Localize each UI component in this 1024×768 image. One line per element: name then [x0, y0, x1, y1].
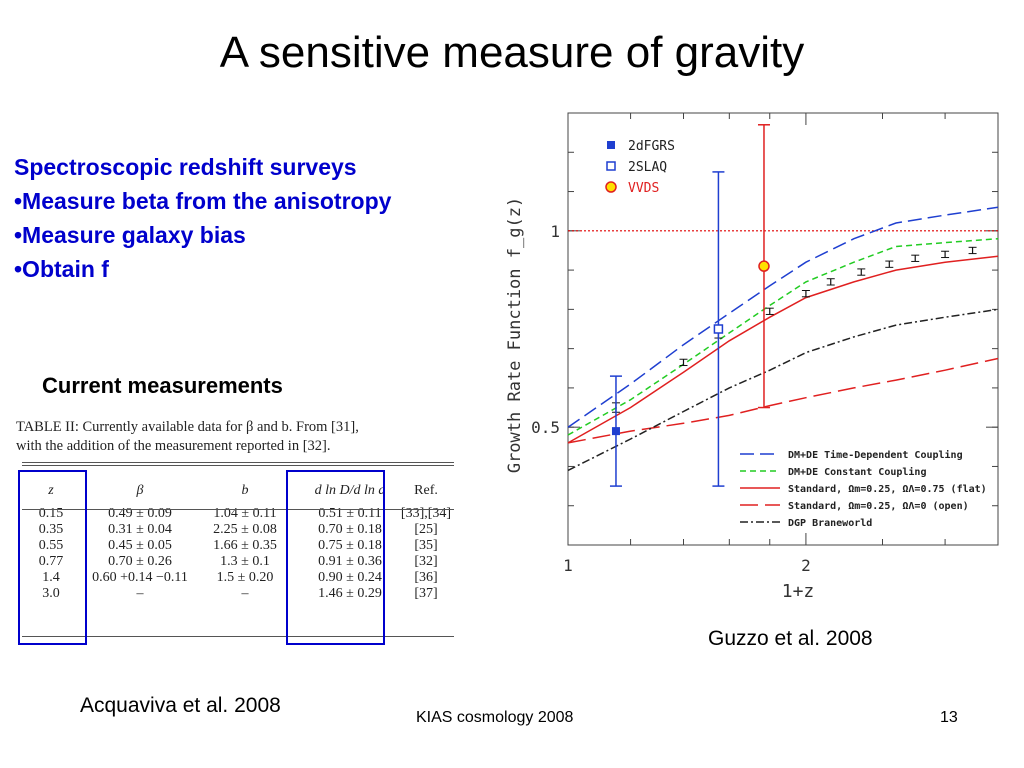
- table-cell: 0.45 ± 0.05: [108, 538, 172, 553]
- series-line: [567, 308, 999, 472]
- x-tick-label: 1: [563, 556, 573, 575]
- y-tick-label: 1: [550, 222, 560, 241]
- table-caption-line: TABLE II: Currently available data for β…: [16, 419, 359, 435]
- table-cell: –: [136, 586, 144, 601]
- plot-frame: [567, 112, 999, 546]
- series-line: [567, 255, 999, 444]
- table-cell: [25]: [414, 522, 438, 537]
- bullet-list: Spectroscopic redshift surveys •Measure …: [14, 150, 391, 286]
- legend-label: DGP Braneworld: [788, 518, 872, 529]
- legend-label: VVDS: [628, 181, 659, 196]
- table-row: 1.4 0.60 +0.14 −0.11 1.5 ± 0.20 0.90 ± 0.24…: [12, 570, 452, 586]
- table-cell: 2.25 ± 0.08: [213, 522, 277, 537]
- data-table-figure: TABLE II: Currently available data for β…: [12, 418, 454, 637]
- legend-label: DM+DE Time-Dependent Coupling: [788, 449, 963, 461]
- table-header-row: z β b d ln D/d ln a Ref.: [12, 476, 452, 506]
- legend-marker: [606, 161, 616, 171]
- current-measurements-heading: Current measurements: [42, 373, 283, 398]
- table-rule: [22, 465, 454, 466]
- table-cell: 0.90 ± 0.24: [318, 570, 382, 585]
- table-row: 3.0 – – 1.46 ± 0.29 [37]: [12, 586, 452, 602]
- slide-number: 13: [940, 709, 958, 726]
- table-cell: 0.70 ± 0.18: [318, 522, 382, 537]
- table-cell: 1.3 ± 0.1: [220, 554, 270, 569]
- table-cell: 1.4: [42, 570, 60, 585]
- citation-left: Acquaviva et al. 2008: [80, 694, 281, 717]
- column-header: z: [48, 483, 54, 498]
- series-line: [567, 357, 999, 444]
- table-cell: 0.31 ± 0.04: [108, 522, 172, 537]
- x-axis-label: 1+z: [782, 581, 815, 602]
- table-cell: 0.91 ± 0.36: [318, 554, 382, 569]
- legend-label: Standard, Ωm=0.25, ΩΛ=0.75 (flat): [788, 484, 987, 495]
- table-cell: 0.35: [38, 522, 64, 537]
- table-cell: 3.0: [42, 586, 60, 601]
- column-header: b: [241, 483, 249, 498]
- data-point-marker: [758, 260, 770, 272]
- legend-label: 2SLAQ: [628, 160, 667, 175]
- data-point-marker: [713, 324, 724, 334]
- table-cell: 1.5 ± 0.20: [216, 570, 274, 585]
- x-tick-label: 2: [801, 556, 811, 575]
- data-point-marker: [611, 427, 620, 436]
- table-row: 0.55 0.45 ± 0.05 1.66 ± 0.35 0.75 ± 0.18 [35…: [12, 538, 452, 554]
- column-header: Ref.: [414, 483, 438, 498]
- table-cell: 1.46 ± 0.29: [318, 586, 382, 601]
- legend-label: 2dFGRS: [628, 139, 675, 154]
- growth-column-highlight: [286, 470, 385, 645]
- table-cell: 0.77: [38, 554, 64, 569]
- column-header: d ln D/d ln a: [314, 483, 386, 498]
- table-row: 0.35 0.31 ± 0.04 2.25 ± 0.08 0.70 ± 0.18 [25…: [12, 522, 452, 538]
- table-cell: 0.70 ± 0.26: [108, 554, 172, 569]
- table-cell: 0.75 ± 0.18: [318, 538, 382, 553]
- table-caption: TABLE II: Currently available data for β…: [16, 418, 452, 456]
- bullet-item: •Measure galaxy bias: [14, 222, 246, 248]
- legend-label: Standard, Ωm=0.25, ΩΛ=0 (open): [788, 501, 969, 512]
- table-cell: 1.66 ± 0.35: [213, 538, 277, 553]
- table-cell: –: [241, 586, 249, 601]
- bullet-item: •Measure beta from the anisotropy: [14, 188, 392, 214]
- legend-marker: [605, 181, 617, 193]
- table-rule: [22, 509, 454, 510]
- y-axis-label: Growth Rate Function f_g(z): [505, 197, 525, 473]
- table-cell: [35]: [414, 538, 438, 553]
- bullet-heading: Spectroscopic redshift surveys: [14, 154, 357, 180]
- table-cell: [36]: [414, 570, 438, 585]
- citation-right: Guzzo et al. 2008: [708, 627, 873, 650]
- slide-title: A sensitive measure of gravity: [219, 28, 805, 77]
- legend-marker: [607, 141, 615, 149]
- table-cell: 0.55: [38, 538, 64, 553]
- table-cell: [32]: [414, 554, 438, 569]
- series-line: [567, 206, 999, 428]
- column-header: β: [136, 483, 144, 498]
- bullet-item: •Obtain f: [14, 256, 109, 282]
- series-line: [567, 237, 999, 436]
- table-rule: [22, 462, 454, 463]
- y-tick-label: 0.5: [531, 418, 560, 437]
- footer-text: KIAS cosmology 2008: [416, 709, 574, 726]
- table-cell: [37]: [414, 586, 438, 601]
- z-column-highlight: [18, 470, 87, 645]
- table-rule: [22, 636, 454, 637]
- legend-label: DM+DE Constant Coupling: [788, 466, 926, 478]
- table-cell: 0.60 +0.14 −0.11: [92, 570, 188, 585]
- table-caption-line: with the addition of the measurement rep…: [16, 438, 331, 454]
- growth-rate-chart: 0.5 1 1 2 Growth Rate Function f_g(z) 1+z 2…: [505, 112, 999, 602]
- table-row: 0.77 0.70 ± 0.26 1.3 ± 0.1 0.91 ± 0.36 [32]: [12, 554, 452, 570]
